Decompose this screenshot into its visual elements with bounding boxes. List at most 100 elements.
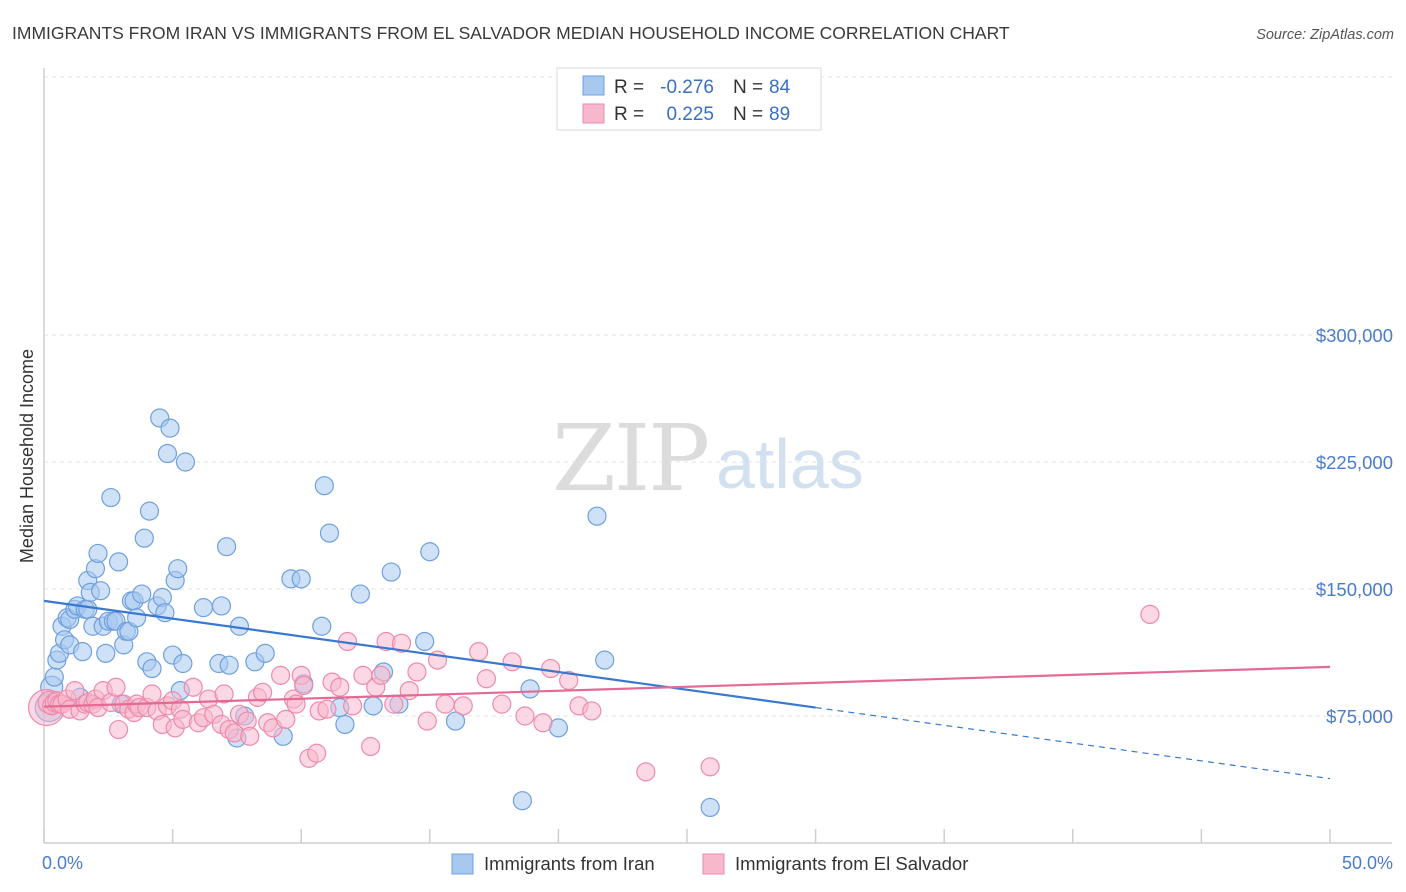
legend-r-label-iran: R = <box>614 77 644 98</box>
point-el-salvador-71 <box>399 680 419 701</box>
point-iran-77 <box>415 631 435 652</box>
trend-lines <box>43 599 1331 780</box>
point-el-salvador-82 <box>533 713 553 733</box>
trend-line-iran-extension <box>815 706 1331 780</box>
legend-r-label-el-salvador: R = <box>614 104 644 125</box>
point-el-salvador-9 <box>65 680 85 701</box>
point-iran-65 <box>291 569 311 589</box>
point-iran-37 <box>134 528 154 548</box>
point-el-salvador-73 <box>417 711 437 731</box>
point-el-salvador-55 <box>294 675 314 696</box>
legend-swatch-el-salvador <box>582 103 605 124</box>
point-iran-79 <box>445 711 466 731</box>
watermark-atlas: atlas <box>716 425 864 503</box>
point-iran-15 <box>78 599 98 619</box>
point-iran-69 <box>319 523 340 543</box>
point-iran-25 <box>101 487 121 508</box>
point-iran-80 <box>512 791 532 811</box>
point-iran-62 <box>255 643 275 663</box>
y-tick-label-3: $300,000 <box>1316 325 1393 346</box>
x-tick-label-0: 0.0% <box>42 853 83 873</box>
bottom-legend-label-el-salvador: Immigrants from El Salvador <box>735 853 968 874</box>
point-iran-68 <box>314 476 334 496</box>
point-el-salvador-26 <box>142 684 162 704</box>
point-iran-45 <box>157 443 178 464</box>
point-el-salvador-69 <box>384 694 404 714</box>
point-iran-35 <box>126 608 147 628</box>
point-el-salvador-75 <box>435 694 455 714</box>
trend-line-el-salvador <box>43 665 1331 708</box>
point-iran-28 <box>108 552 129 572</box>
point-el-salvador-88 <box>700 757 720 777</box>
legend-n-label-iran: N = <box>733 77 763 98</box>
point-iran-67 <box>312 616 332 636</box>
series-el-salvador-points <box>27 604 1160 782</box>
point-iran-85 <box>700 797 720 818</box>
legend-n-value-el-salvador: 89 <box>769 104 790 125</box>
point-el-salvador-79 <box>492 694 512 714</box>
trend-line-iran <box>43 599 816 709</box>
chart-source: Source: ZipAtlas.com <box>1256 27 1394 43</box>
point-el-salvador-70 <box>391 633 412 653</box>
point-el-salvador-89 <box>1140 604 1160 625</box>
point-el-salvador-63 <box>343 696 363 716</box>
point-el-salvador-81 <box>515 706 535 726</box>
y-tick-label-1: $150,000 <box>1316 579 1393 600</box>
point-iran-57 <box>219 655 239 675</box>
point-iran-51 <box>173 653 193 674</box>
point-el-salvador-80 <box>502 652 522 672</box>
point-iran-52 <box>175 452 196 472</box>
point-iran-23 <box>96 643 116 663</box>
point-el-salvador-57 <box>307 743 327 763</box>
y-tick-labels: $75,000 $150,000 $225,000 $300,000 <box>1316 325 1393 727</box>
point-el-salvador-40 <box>214 684 234 704</box>
legend-n-value-iran: 84 <box>769 77 791 98</box>
point-iran-83 <box>587 506 607 526</box>
point-el-salvador-45 <box>240 726 260 746</box>
point-el-salvador-76 <box>453 696 473 716</box>
y-tick-label-2: $225,000 <box>1316 452 1393 473</box>
point-el-salvador-83 <box>541 658 561 679</box>
point-iran-75 <box>381 562 401 582</box>
point-el-salvador-61 <box>330 677 350 697</box>
y-axis-label: Median Household Income <box>17 349 37 563</box>
point-el-salvador-78 <box>476 669 496 689</box>
point-iran-55 <box>211 596 232 616</box>
point-el-salvador-19 <box>108 719 129 740</box>
legend-r-value-el-salvador: 0.225 <box>666 104 714 125</box>
point-iran-71 <box>335 714 355 735</box>
legend-swatch-iran <box>582 75 605 96</box>
point-iran-53 <box>193 598 214 618</box>
point-el-salvador-50 <box>271 665 291 685</box>
point-el-salvador-59 <box>317 699 337 719</box>
point-el-salvador-77 <box>469 642 489 662</box>
point-iran-73 <box>363 696 383 716</box>
point-iran-20 <box>88 543 108 564</box>
series-legend: Immigrants from Iran Immigrants from El … <box>451 853 968 875</box>
point-iran-21 <box>90 581 111 601</box>
point-el-salvador-86 <box>582 701 602 721</box>
point-iran-2 <box>44 667 64 687</box>
point-el-salvador-34 <box>183 677 203 697</box>
x-axis-ticks <box>43 829 1331 843</box>
point-iran-39 <box>139 501 160 521</box>
watermark-zip: ZIP <box>552 405 708 512</box>
point-iran-46 <box>160 418 180 438</box>
point-el-salvador-65 <box>361 736 381 757</box>
x-tick-label-1: 50.0% <box>1342 853 1393 873</box>
point-iran-84 <box>595 650 615 670</box>
bottom-legend-swatch-iran <box>451 853 474 875</box>
point-iran-72 <box>350 584 370 604</box>
point-iran-56 <box>217 537 237 557</box>
bottom-legend-label-iran: Immigrants from Iran <box>484 853 655 874</box>
point-el-salvador-87 <box>636 762 656 782</box>
point-el-salvador-67 <box>371 665 391 685</box>
point-iran-78 <box>420 542 440 562</box>
point-iran-40 <box>142 658 162 679</box>
chart-title: IMMIGRANTS FROM IRAN VS IMMIGRANTS FROM … <box>12 23 1010 43</box>
point-el-salvador-18 <box>106 677 126 697</box>
correlation-legend: R = -0.276 N = 84 R = 0.225 N = 89 <box>556 67 822 131</box>
point-iran-49 <box>168 559 188 579</box>
legend-n-label-el-salvador: N = <box>733 104 763 125</box>
